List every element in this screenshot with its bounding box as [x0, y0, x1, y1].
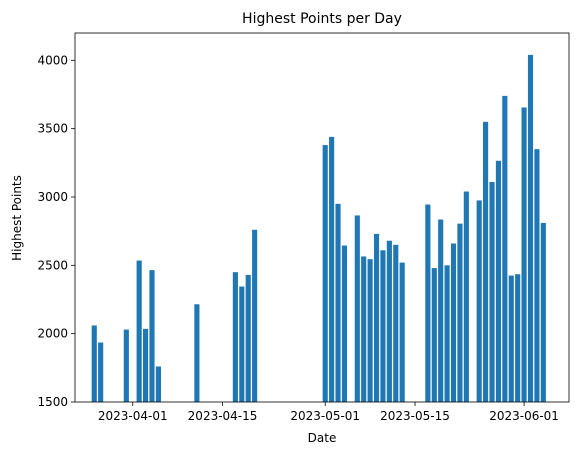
bar-2023-04-17 [232, 272, 238, 402]
bar-2023-05-13 [399, 262, 405, 402]
bar-2023-05-29 [502, 95, 508, 403]
bar-2023-04-11 [194, 304, 200, 402]
y-tick-label: 2000 [37, 327, 68, 341]
bar-2023-05-06 [354, 215, 360, 402]
bars-group [91, 54, 546, 403]
bar-2023-04-19 [245, 274, 251, 402]
y-tick-label: 4000 [37, 53, 68, 67]
bar-2023-05-31 [515, 274, 521, 402]
bar-2023-05-17 [425, 204, 431, 402]
bar-2023-05-23 [463, 191, 469, 402]
x-tick-label: 2023-05-15 [380, 409, 450, 423]
bar-2023-05-28 [495, 160, 501, 402]
bar-2023-04-03 [143, 328, 149, 402]
x-tick-label: 2023-04-01 [98, 409, 168, 423]
x-tick-label: 2023-06-01 [489, 409, 559, 423]
bar-2023-03-26 [91, 325, 97, 402]
bar-2023-06-01 [521, 107, 527, 402]
bar-2023-05-04 [341, 245, 348, 402]
bar-2023-05-07 [361, 256, 367, 402]
bar-2023-05-01 [322, 145, 328, 402]
bar-2023-05-18 [431, 268, 437, 402]
bar-2023-05-02 [329, 136, 335, 402]
bar-2023-05-11 [386, 240, 392, 402]
bar-2023-04-18 [239, 286, 245, 402]
y-tick-label: 2500 [37, 258, 68, 272]
bar-2023-04-20 [252, 229, 258, 402]
y-tick-label: 3500 [37, 122, 68, 136]
bar-2023-05-27 [489, 181, 495, 402]
y-tick-label: 3000 [37, 190, 68, 204]
bar-2023-05-12 [393, 244, 399, 402]
bar-2023-05-20 [444, 265, 450, 402]
bar-2023-04-04 [149, 270, 155, 402]
bar-2023-04-05 [155, 366, 161, 402]
bar-2023-05-30 [508, 275, 514, 402]
bar-2023-03-27 [98, 342, 104, 402]
bar-2023-06-02 [527, 54, 534, 403]
y-axis-label: Highest Points [10, 175, 24, 261]
bar-2023-03-31 [123, 329, 129, 402]
y-axis: 1500 2000 2500 3000 3500 4000 [37, 53, 75, 409]
bar-2023-05-26 [483, 121, 489, 402]
bar-2023-05-09 [373, 233, 380, 402]
chart-title: Highest Points per Day [242, 11, 402, 27]
x-tick-label: 2023-04-15 [188, 409, 258, 423]
bar-2023-05-25 [476, 200, 482, 402]
x-axis: 2023-04-01 2023-04-15 2023-05-01 2023-05-15… [98, 402, 559, 423]
bar-2023-04-02 [136, 260, 142, 402]
bar-2023-05-19 [438, 219, 444, 402]
plot-frame [74, 32, 570, 403]
bar-2023-05-22 [457, 223, 463, 402]
x-axis-label: Date [308, 431, 337, 445]
y-tick-label: 1500 [37, 395, 68, 409]
bar-2023-06-03 [534, 149, 540, 402]
bar-2023-05-21 [450, 243, 457, 402]
bar-2023-05-08 [367, 259, 373, 402]
bar-2023-06-04 [540, 222, 546, 402]
bar-2023-05-03 [335, 203, 341, 402]
bar-2023-05-10 [380, 250, 386, 402]
x-tick-label: 2023-05-01 [290, 409, 360, 423]
